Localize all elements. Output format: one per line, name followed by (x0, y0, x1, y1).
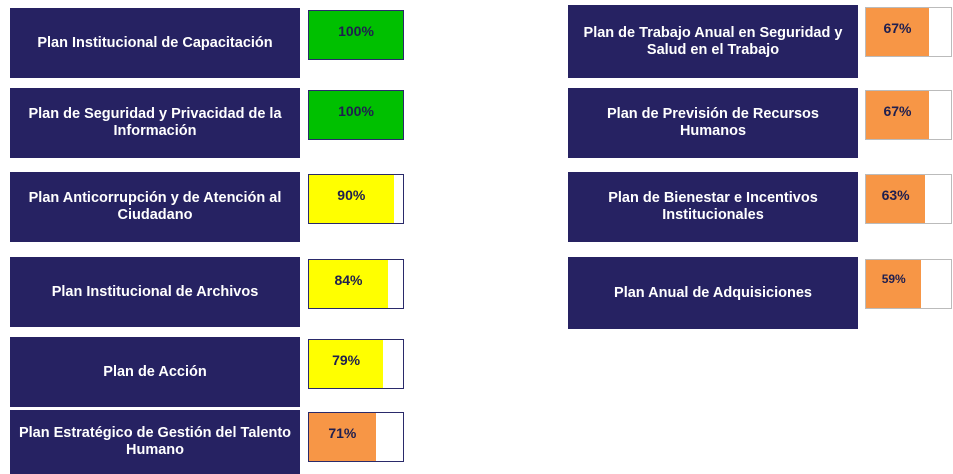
progress-fill (866, 175, 926, 223)
percent-label: 100% (338, 103, 374, 119)
percent-label: 63% (881, 187, 910, 203)
progress-track: 59% (865, 259, 952, 309)
percent-label: 100% (338, 23, 374, 39)
progress-track: 63% (865, 174, 952, 224)
progress-track: 90% (308, 174, 404, 224)
progress-fill (309, 260, 388, 308)
progress-fill (309, 11, 403, 59)
progress-track: 84% (308, 259, 404, 309)
plan-label: Plan de Acción (10, 337, 300, 407)
progress-fill (866, 260, 922, 308)
progress-fill (309, 413, 376, 461)
plan-label: Plan Anual de Adquisiciones (568, 257, 858, 329)
percent-label: 59% (881, 272, 906, 286)
progress-fill (866, 8, 929, 56)
percent-label: 84% (334, 272, 363, 288)
progress-track: 71% (308, 412, 404, 462)
plan-label: Plan Estratégico de Gestión del Talento … (10, 410, 300, 474)
percent-label: 90% (337, 187, 366, 203)
percent-label: 79% (332, 352, 361, 368)
plan-label: Plan Institucional de Archivos (10, 257, 300, 327)
progress-fill (309, 91, 403, 139)
progress-track: 100% (308, 10, 404, 60)
progress-fill (309, 340, 384, 388)
progress-fill (309, 175, 394, 223)
percent-label: 71% (328, 425, 357, 441)
plan-label: Plan de Trabajo Anual en Seguridad y Sal… (568, 5, 858, 78)
progress-track: 79% (308, 339, 404, 389)
plan-label: Plan Anticorrupción y de Atención al Ciu… (10, 172, 300, 242)
percent-label: 67% (883, 103, 912, 119)
plan-label: Plan de Previsión de Recursos Humanos (568, 88, 858, 158)
percent-label: 67% (883, 20, 912, 36)
plan-label: Plan de Seguridad y Privacidad de la Inf… (10, 88, 300, 158)
plan-label: Plan Institucional de Capacitación (10, 8, 300, 78)
progress-track: 67% (865, 90, 952, 140)
progress-fill (866, 91, 929, 139)
plan-label: Plan de Bienestar e Incentivos Instituci… (568, 172, 858, 242)
progress-track: 100% (308, 90, 404, 140)
progress-track: 67% (865, 7, 952, 57)
